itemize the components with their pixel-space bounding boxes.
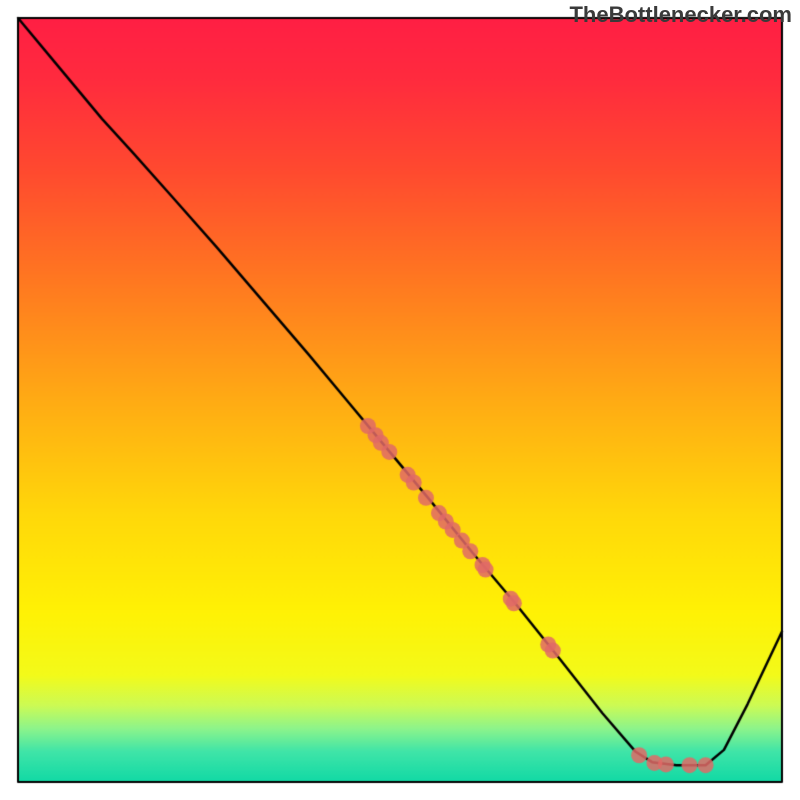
bottleneck-chart [0, 0, 800, 800]
